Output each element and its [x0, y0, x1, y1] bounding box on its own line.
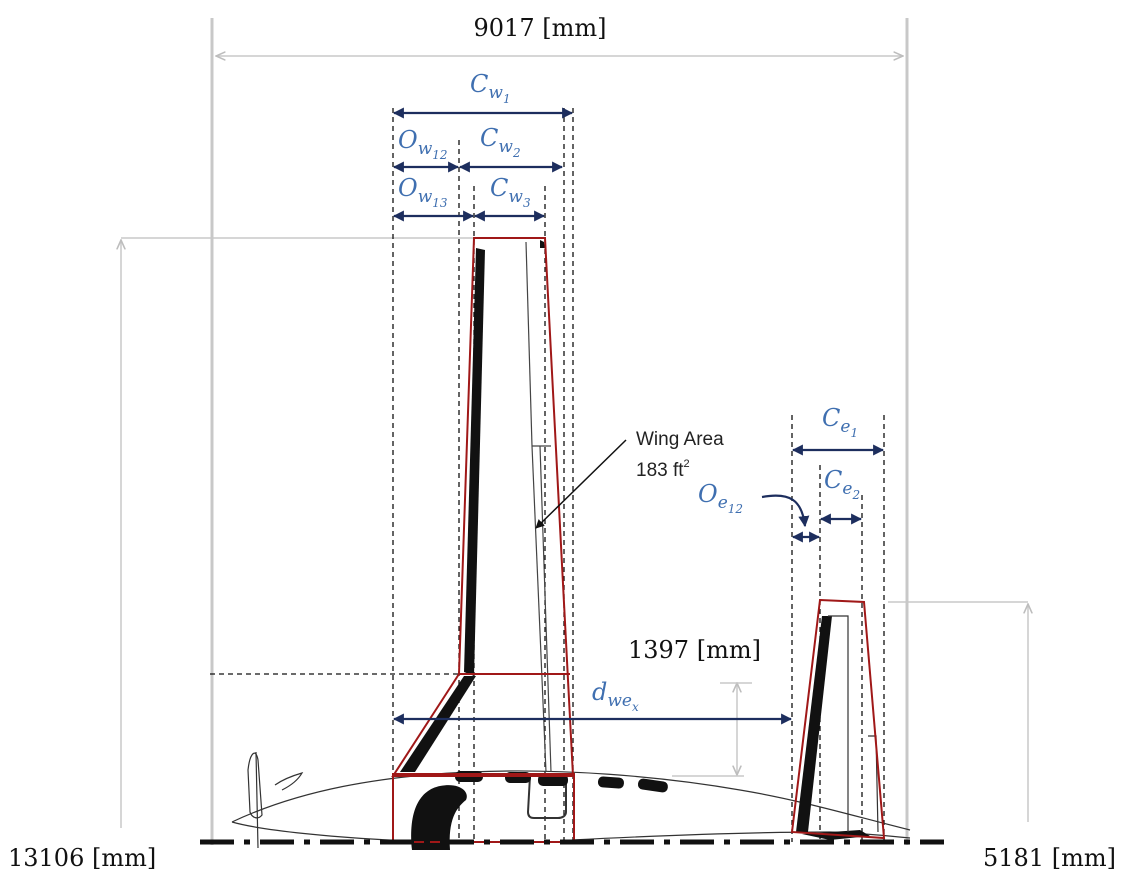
construction-dashed-lines — [210, 108, 885, 842]
oe12-label: Oe12 — [698, 480, 743, 516]
ow12-label: Ow12 — [398, 126, 448, 162]
dwex-label: dwex — [592, 678, 639, 714]
right-height-label: 5181 [mm] — [983, 844, 1116, 872]
dimension-arrows — [392, 107, 885, 725]
tail-planform — [790, 598, 886, 840]
cw2-label: Cw2 — [480, 124, 521, 160]
vertical-offset-label: 1397 [mm] — [628, 636, 761, 664]
ce1-label: Ce1 — [822, 404, 858, 440]
total-width-label: 9017 [mm] — [474, 14, 607, 42]
wing-area-value: 183 ft2 — [636, 458, 690, 481]
cw1-label: Cw1 — [470, 70, 511, 106]
wing-area-callout: Wing Area 183 ft2 — [535, 429, 724, 529]
reference-lines — [121, 18, 1028, 845]
main-wing-planform — [391, 237, 575, 843]
fuselage-dark-features — [411, 771, 870, 850]
wing-area-label: Wing Area — [636, 429, 724, 450]
cw3-label: Cw3 — [490, 174, 531, 210]
oe12-pointer — [761, 494, 810, 528]
ow13-label: Ow13 — [398, 174, 448, 210]
ce2-label: Ce2 — [824, 466, 860, 502]
left-height-label: 13106 [mm] — [8, 844, 156, 872]
